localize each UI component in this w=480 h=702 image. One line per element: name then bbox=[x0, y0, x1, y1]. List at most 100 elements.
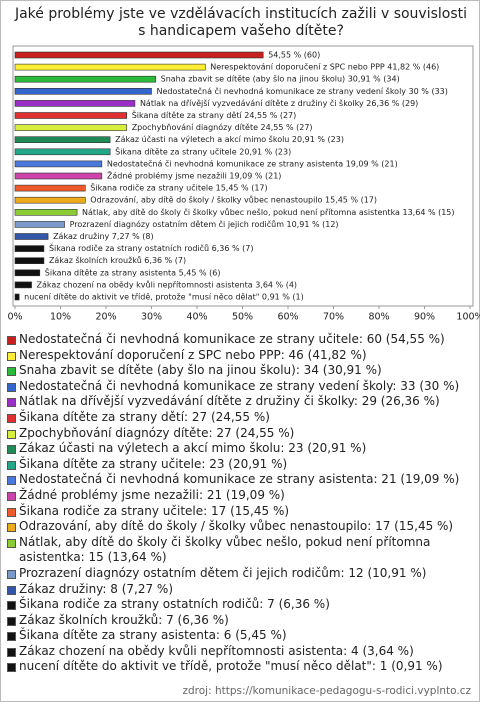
bar bbox=[14, 75, 156, 83]
bar bbox=[14, 112, 128, 119]
chart: 0% 10% 20% 30% 40% 50% 60% 70% 80% 90% 100% 54,55 %… bbox=[7, 45, 480, 323]
legend-item: Zákaz účasti na výletech a akcí mimo ško… bbox=[7, 441, 475, 457]
legend-item: Zákaz družiny: 8 (7,27 %) bbox=[7, 582, 475, 598]
x-tick-label: 60% bbox=[277, 312, 298, 323]
value-label: Šikana rodiče za strany ostatních rodičů… bbox=[49, 242, 254, 253]
value-label: Prozrazení diagnózy ostatním dětem či je… bbox=[70, 219, 339, 229]
legend-label: Zákaz školních kroužků: 7 (6,36 %) bbox=[19, 612, 229, 627]
legend-label: Zákaz účasti na výletech a akcí mimo ško… bbox=[19, 441, 367, 456]
value-label: Šikana dítěte za strany učitele 20,91 % … bbox=[115, 145, 291, 156]
value-label: Zákaz družiny 7,27 % (8) bbox=[53, 232, 154, 241]
legend-swatch bbox=[7, 351, 16, 361]
bar bbox=[14, 209, 78, 216]
source: zdroj: https://komunikace-pedagogu-s-rod… bbox=[182, 685, 472, 697]
legend-swatch bbox=[7, 413, 16, 423]
legend-swatch bbox=[7, 491, 16, 501]
bar bbox=[14, 293, 20, 301]
value-label: Nerespektování doporučení z SPC nebo PPP… bbox=[210, 62, 439, 72]
legend: Nedostatečná či nevhodná komunikace ze s… bbox=[7, 332, 475, 675]
legend-swatch bbox=[7, 367, 16, 377]
bar bbox=[14, 281, 32, 289]
value-label: nucení dítěte do aktivit ve třídě, proto… bbox=[24, 293, 304, 302]
value-label: Nedostatečná či nevhodná komunikace ze s… bbox=[107, 158, 398, 168]
bar bbox=[14, 233, 49, 240]
legend-item: Nedostatečná či nevhodná komunikace ze s… bbox=[7, 472, 475, 488]
legend-swatch bbox=[7, 476, 16, 486]
legend-item: Šikana dítěte za strany asistenta: 6 (5,… bbox=[7, 628, 475, 644]
legend-label: Zákaz družiny: 8 (7,27 %) bbox=[19, 581, 174, 596]
bar bbox=[14, 184, 86, 192]
legend-item: Nerespektování doporučení z SPC nebo PPP… bbox=[7, 348, 475, 364]
legend-label: Prozrazení diagnózy ostatním dětem či je… bbox=[19, 565, 427, 580]
chart-title: Jaké problémy jste ve vzdělávacích insti… bbox=[14, 6, 468, 39]
legend-label: Nátlak na dřívější vyzvedávání dítěte z … bbox=[19, 394, 440, 409]
value-label: Šikana dítěte za strany dětí 24,55 % (27… bbox=[132, 109, 297, 120]
legend-label: Nedostatečná či nevhodná komunikace ze s… bbox=[19, 332, 445, 346]
value-label: Zákaz chození na obědy kvůli nepřítomnos… bbox=[37, 279, 297, 289]
value-label: 54,55 % (60) bbox=[268, 51, 320, 60]
legend-swatch bbox=[7, 647, 16, 657]
bar bbox=[14, 124, 128, 131]
legend-swatch bbox=[7, 663, 16, 673]
x-tick-label: 30% bbox=[141, 312, 162, 323]
legend-label: Nerespektování doporučení z SPC nebo PPP… bbox=[19, 347, 367, 362]
x-tick-label: 40% bbox=[186, 312, 207, 323]
legend-item: Zpochybňování diagnózy dítěte: 27 (24,55… bbox=[7, 426, 475, 442]
x-tick-label: 90% bbox=[414, 312, 435, 323]
legend-item: nucení dítěte do aktivit ve třídě, proto… bbox=[7, 659, 475, 675]
legend-label: Nedostatečná či nevhodná komunikace ze s… bbox=[19, 472, 460, 487]
value-label: Zákaz účasti na výletech a akcí mimo ško… bbox=[115, 134, 344, 144]
legend-item: Šikana dítěte za strany dětí: 27 (24,55 … bbox=[7, 410, 475, 426]
legend-swatch bbox=[7, 507, 16, 517]
legend-swatch bbox=[7, 616, 16, 626]
value-label: Nátlak, aby dítě do školy či školky vůbe… bbox=[82, 207, 454, 217]
bar bbox=[14, 196, 86, 204]
x-tick-label: 0% bbox=[7, 312, 22, 323]
legend-label: Šikana rodiče za strany ostatních rodičů… bbox=[19, 597, 330, 612]
legend-label: Nátlak, aby dítě do školy či školky vůbe… bbox=[19, 534, 431, 565]
bar bbox=[14, 160, 103, 168]
legend-swatch bbox=[7, 601, 16, 611]
x-tick-label: 20% bbox=[95, 312, 116, 323]
legend-label: Žádné problémy jsme nezažili: 21 (19,09 … bbox=[19, 487, 285, 502]
x-tick-label: 100% bbox=[456, 312, 480, 323]
legend-swatch bbox=[7, 429, 16, 439]
legend-item: Šikana rodiče za strany ostatních rodičů… bbox=[7, 597, 475, 613]
x-tick-label: 80% bbox=[368, 312, 389, 323]
legend-label: Zpochybňování diagnózy dítěte: 27 (24,55… bbox=[19, 425, 295, 440]
bar bbox=[14, 245, 45, 252]
x-tick-label: 50% bbox=[232, 312, 253, 323]
legend-swatch bbox=[7, 445, 16, 455]
legend-swatch bbox=[7, 398, 16, 408]
legend-item: Nátlak na dřívější vyzvedávání dítěte z … bbox=[7, 394, 475, 410]
legend-item: Šikana dítěte za strany učitele: 23 (20,… bbox=[7, 457, 475, 473]
value-label: Odrazování, aby dítě do školy / školky v… bbox=[90, 195, 377, 205]
bar bbox=[14, 257, 45, 265]
legend-item: Nátlak, aby dítě do školy či školky vůbe… bbox=[7, 535, 475, 566]
legend-swatch bbox=[7, 538, 16, 548]
bar bbox=[14, 136, 111, 143]
x-tick-label: 70% bbox=[323, 312, 344, 323]
legend-swatch bbox=[7, 569, 16, 579]
legend-label: Šikana dítěte za strany dětí: 27 (24,55 … bbox=[19, 409, 270, 424]
legend-swatch bbox=[7, 382, 16, 392]
legend-label: Šikana dítěte za strany učitele: 23 (20,… bbox=[19, 456, 288, 471]
value-label: Žádné problémy jsme nezažili 19,09 % (21… bbox=[107, 170, 282, 181]
legend-label: Odrazování, aby dítě do školy / školky v… bbox=[19, 519, 454, 534]
legend-swatch bbox=[7, 336, 16, 345]
bar bbox=[14, 51, 264, 59]
value-label: Zákaz školních kroužků 6,36 % (7) bbox=[49, 255, 186, 265]
legend-swatch bbox=[7, 460, 16, 470]
bar bbox=[14, 88, 152, 95]
legend-item: Žádné problémy jsme nezažili: 21 (19,09 … bbox=[7, 488, 475, 504]
legend-label: nucení dítěte do aktivit ve třídě, proto… bbox=[19, 659, 443, 674]
value-label: Šikana rodiče za strany učitele 15,45 % … bbox=[90, 182, 267, 193]
legend-item: Zákaz chození na obědy kvůli nepřítomnos… bbox=[7, 644, 475, 660]
legend-item: Odrazování, aby dítě do školy / školky v… bbox=[7, 519, 475, 535]
legend-label: Snaha zbavit se dítěte (aby šlo na jinou… bbox=[19, 363, 382, 378]
legend-label: Nedostatečná či nevhodná komunikace ze s… bbox=[19, 378, 460, 393]
legend-item: Šikana rodiče za strany učitele: 17 (15,… bbox=[7, 504, 475, 520]
value-label: Nátlak na dřívější vyzvedávání dítěte z … bbox=[140, 98, 418, 108]
x-tick-label: 10% bbox=[50, 312, 71, 323]
